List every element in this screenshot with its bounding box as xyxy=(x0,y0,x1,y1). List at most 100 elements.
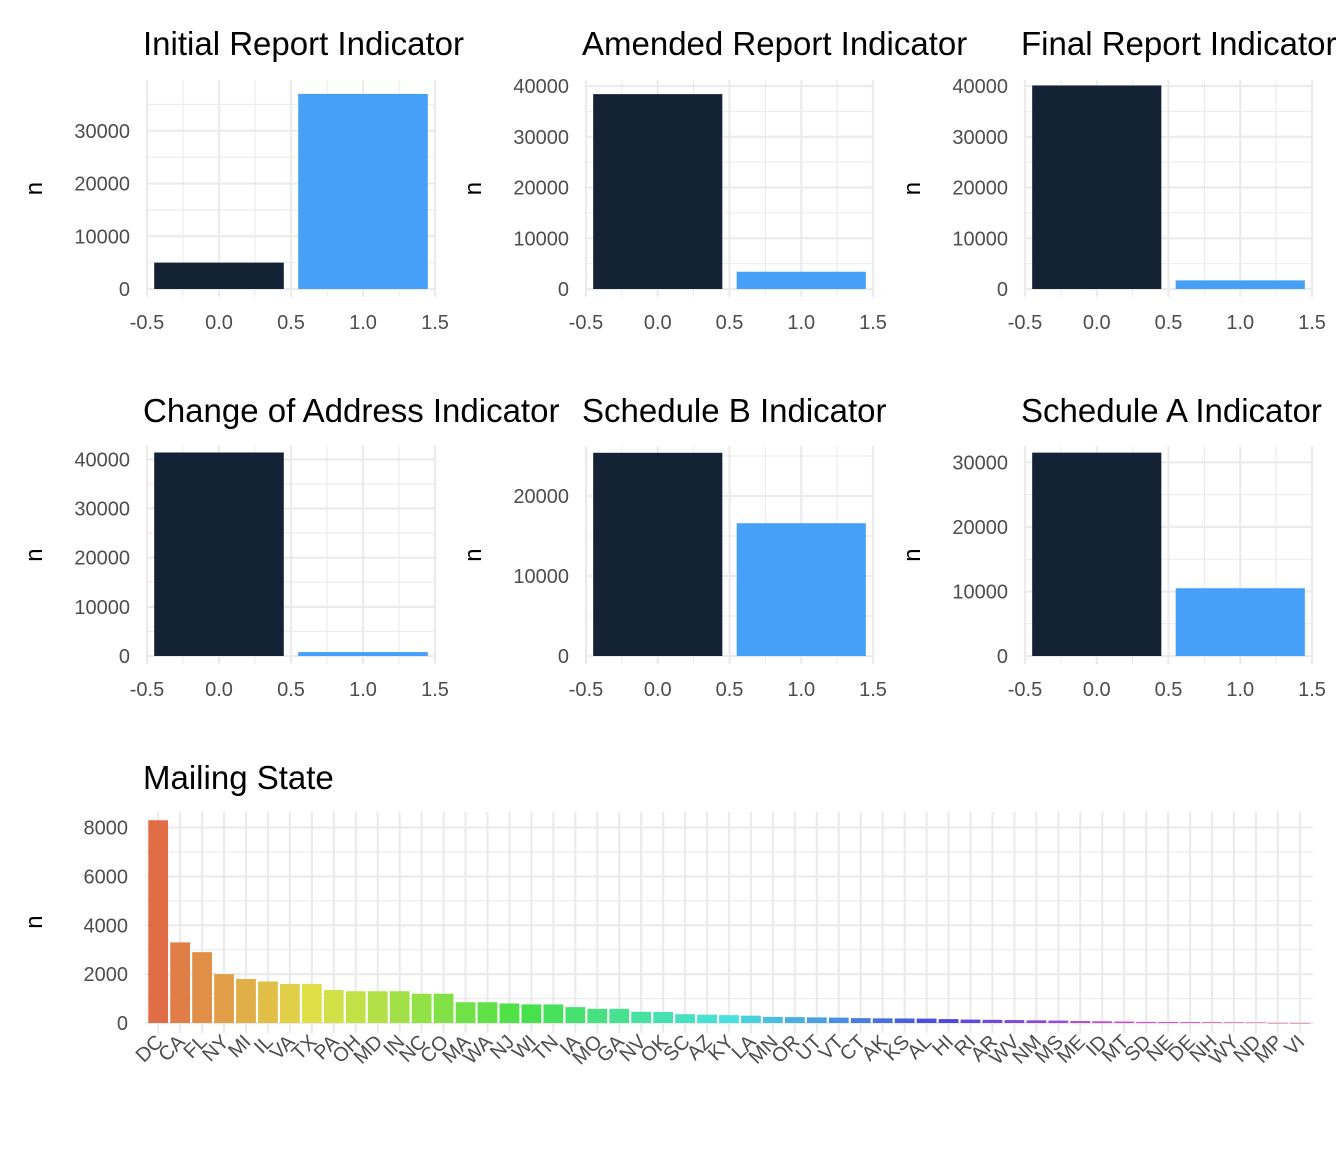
bar-ok xyxy=(653,1012,674,1023)
y-tick-label: 10000 xyxy=(513,566,569,588)
x-tick-label: 1.5 xyxy=(859,679,887,701)
bar-ct xyxy=(850,1018,871,1023)
bar-co xyxy=(433,993,454,1023)
bar-wv xyxy=(1004,1020,1025,1023)
bar-x0 xyxy=(154,262,284,289)
bar-x1 xyxy=(1175,588,1305,656)
bar-fl xyxy=(192,952,212,1023)
panel-title: Schedule A Indicator xyxy=(1021,392,1322,429)
bar-wy xyxy=(1224,1022,1244,1023)
y-tick-label: 30000 xyxy=(513,127,569,149)
y-tick-label: 10000 xyxy=(74,226,130,248)
y-tick-label: 20000 xyxy=(513,178,569,200)
bar-vt xyxy=(828,1017,849,1023)
x-tick-label: 1.0 xyxy=(1226,312,1254,334)
x-tick-label: 0.5 xyxy=(277,679,305,701)
bar-id xyxy=(1092,1021,1113,1023)
y-tick-label: 8000 xyxy=(84,818,129,840)
bar-la xyxy=(741,1015,761,1023)
y-tick-label: 0 xyxy=(997,646,1008,668)
y-tick-label: 0 xyxy=(119,279,130,301)
bar-x1 xyxy=(298,93,428,289)
y-tick-label: 20000 xyxy=(952,517,1008,539)
x-tick-label: 1.5 xyxy=(421,679,449,701)
bar-hi xyxy=(938,1019,959,1023)
x-tick-label: 1.5 xyxy=(1298,679,1326,701)
y-tick-label: 20000 xyxy=(513,486,569,508)
x-tick-label: 1.5 xyxy=(859,312,887,334)
bar-mn xyxy=(763,1016,783,1023)
x-tick-label: 0.0 xyxy=(644,312,672,334)
panel-title: Final Report Indicator xyxy=(1021,25,1336,62)
y-tick-label: 40000 xyxy=(513,76,569,98)
x-tick-label: -0.5 xyxy=(1008,679,1042,701)
bar-il xyxy=(258,981,278,1023)
bar-al xyxy=(916,1018,937,1023)
x-tick-label: 1.0 xyxy=(349,312,377,334)
bar-pa xyxy=(323,990,344,1023)
x-tick-label: MI xyxy=(224,1031,255,1062)
y-tick-label: 4000 xyxy=(84,915,129,937)
bar-tn xyxy=(543,1004,564,1023)
bar-in xyxy=(389,991,410,1023)
panel-title: Schedule B Indicator xyxy=(582,392,887,429)
bar-mp xyxy=(1267,1022,1288,1024)
bar-sd xyxy=(1136,1021,1157,1023)
y-tick-label: 0 xyxy=(119,646,130,668)
panel-1: 0 10000 20000 30000 -0.5 0.0 0.5 1.0 1.5 n Initial… xyxy=(21,25,464,334)
y-tick-label: 30000 xyxy=(952,127,1008,149)
bar-ia xyxy=(565,1007,586,1023)
panel-2: 0 10000 20000 30000 40000 -0.5 0.0 0.5 1.0 1.5 n Am… xyxy=(460,25,967,334)
y-tick-label: 0 xyxy=(558,279,569,301)
bar-nd xyxy=(1246,1022,1266,1024)
y-tick-label: 6000 xyxy=(84,866,129,888)
x-tick-label: MP xyxy=(1251,1031,1288,1068)
panel-title: Initial Report Indicator xyxy=(143,25,464,62)
x-tick-label: 0.5 xyxy=(716,679,744,701)
y-tick-label: 0 xyxy=(558,646,569,668)
y-tick-label: 0 xyxy=(117,1013,128,1035)
x-tick-label: 0.0 xyxy=(1083,679,1111,701)
bar-x0 xyxy=(593,94,723,290)
y-tick-label: 10000 xyxy=(513,228,569,250)
bar-ak xyxy=(872,1018,893,1023)
bar-ut xyxy=(806,1017,827,1023)
y-axis-label: n xyxy=(899,182,926,195)
bar-az xyxy=(697,1014,717,1023)
panel-title: Change of Address Indicator xyxy=(143,392,559,429)
x-tick-label: 1.0 xyxy=(787,679,815,701)
panel-mailing-state: 02000400060008000DCCAFLNYMIILVATXPAOHMDI… xyxy=(21,759,1313,1069)
bar-sc xyxy=(675,1014,695,1023)
x-tick-label: VI xyxy=(1280,1031,1309,1060)
bar-ks xyxy=(894,1018,915,1023)
x-tick-label: -0.5 xyxy=(1008,312,1042,334)
bar-tx xyxy=(301,983,322,1023)
bar-nm xyxy=(1026,1020,1047,1023)
panel-6: 0 10000 20000 30000 -0.5 0.0 0.5 1.0 1.5 n Schedul… xyxy=(899,392,1326,701)
y-axis-label: n xyxy=(460,548,487,561)
bar-nc xyxy=(411,993,432,1023)
bar-nh xyxy=(1202,1022,1222,1023)
panel-title: Amended Report Indicator xyxy=(582,25,967,62)
y-tick-label: 20000 xyxy=(74,174,130,196)
x-tick-label: -0.5 xyxy=(569,312,603,334)
bar-ri xyxy=(960,1019,981,1023)
bar-ar xyxy=(982,1019,1003,1023)
x-tick-label: 0.5 xyxy=(1155,679,1183,701)
bar-x1 xyxy=(1175,280,1305,289)
bar-x0 xyxy=(1032,452,1162,656)
y-tick-label: 20000 xyxy=(74,548,130,570)
x-tick-label: 0.0 xyxy=(1083,312,1111,334)
bar-x0 xyxy=(154,452,284,656)
bar-x1 xyxy=(736,271,866,289)
y-tick-label: 2000 xyxy=(84,964,129,986)
y-tick-label: 40000 xyxy=(952,76,1008,98)
bar-ky xyxy=(719,1015,739,1023)
bar-ca xyxy=(170,942,191,1023)
y-axis-label: n xyxy=(460,182,487,195)
bar-x1 xyxy=(736,523,866,656)
x-tick-label: 1.5 xyxy=(421,312,449,334)
bar-wi xyxy=(521,1004,542,1023)
